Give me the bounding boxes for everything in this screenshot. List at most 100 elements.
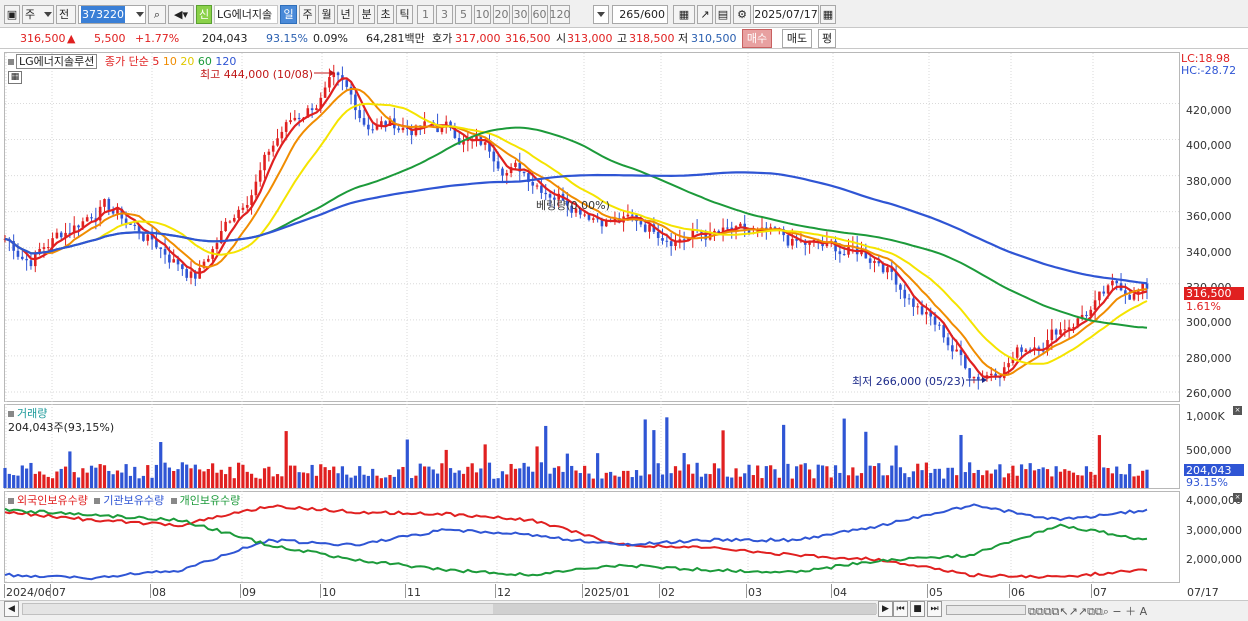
scroll-thumb[interactable] [493, 604, 877, 614]
scroll-right-icon[interactable]: ▶ [878, 601, 893, 617]
credit-badge[interactable]: 신 [196, 5, 212, 24]
x-axis-label: 03 [748, 586, 762, 599]
volume-panel[interactable] [4, 404, 1180, 489]
interval-button-10[interactable]: 10 [474, 5, 491, 24]
ma60-label: 60 [197, 55, 212, 68]
indicator-icon[interactable]: ▦ [673, 5, 695, 24]
save-icon[interactable]: ▤ [715, 5, 731, 24]
rewind-icon[interactable]: ⏮ [893, 601, 908, 617]
change-value: 5,500 [94, 32, 126, 45]
eval-button[interactable]: 평 [818, 29, 836, 48]
count-input[interactable]: 265/600 [612, 5, 668, 24]
current-price-tag: 316,500 [1184, 287, 1244, 300]
scroll-left-icon[interactable]: ◀ [4, 601, 19, 617]
interval-button-120[interactable]: 120 [550, 5, 571, 24]
code-input[interactable]: 373220 [78, 5, 146, 24]
front-button[interactable]: 전 [56, 5, 76, 24]
price-y-tick: 280,000 [1186, 352, 1232, 365]
interval-button-3[interactable]: 3 [436, 5, 453, 24]
current-pct-tag: 1.61% [1184, 300, 1244, 313]
holdings-y-tick: 4,000,000 [1186, 494, 1242, 507]
interval-button-30[interactable]: 30 [512, 5, 529, 24]
x-axis-tick [320, 584, 321, 598]
volume-y-tick: 1,000K [1186, 410, 1225, 423]
x-axis-label: 10 [322, 586, 336, 599]
open-label: 시 [556, 32, 567, 45]
price-y-tick: 340,000 [1186, 246, 1232, 259]
date-input[interactable]: 2025/07/17 [753, 5, 819, 24]
close-icon[interactable]: × [1233, 406, 1242, 415]
sell-button[interactable]: 매도 [782, 29, 812, 48]
institution-holdings-label: 기관보유수량 [103, 494, 165, 507]
search-icon[interactable]: ⌕ [148, 5, 166, 24]
calendar-icon[interactable]: ▦ [820, 5, 836, 24]
chart-menu-icon[interactable]: ▣ [4, 5, 20, 24]
close-icon[interactable]: × [1233, 493, 1242, 502]
interval-button-5[interactable]: 5 [455, 5, 472, 24]
stock-name-field: LG에너지솔 [214, 5, 278, 24]
change-arrow-icon: ▲ [67, 32, 76, 45]
x-axis-tick [659, 584, 660, 598]
x-axis-tick [240, 584, 241, 598]
period-select[interactable]: 주 [22, 5, 54, 24]
x-axis-tick [746, 584, 747, 598]
gear-icon[interactable]: ⚙ [733, 5, 751, 24]
legend-square-icon [8, 59, 14, 65]
x-axis-tick [405, 584, 406, 598]
tab-period-3[interactable]: 년 [337, 5, 354, 24]
tab-period-5[interactable]: 초 [377, 5, 394, 24]
low-price: 310,500 [691, 32, 737, 45]
x-axis-label: 12 [497, 586, 511, 599]
speaker-icon[interactable]: ◀▾ [168, 5, 194, 24]
high-annotation: 최고 444,000 (10/08) [200, 68, 314, 81]
stop-icon[interactable]: ■ [910, 601, 925, 617]
interval-dropdown[interactable] [593, 5, 609, 24]
x-axis-tick [927, 584, 928, 598]
foreign-holdings-label: 외국인보유수량 [17, 494, 88, 507]
front-label: 전 [59, 8, 70, 21]
quote-bar [0, 28, 1248, 49]
x-axis-end-label: 07/17 [1187, 586, 1219, 599]
holdings-legend: 외국인보유수량 기관보유수량 개인보유수량 [8, 492, 240, 508]
buy-button[interactable]: 매수 [742, 29, 772, 48]
ask-label: 호가 [432, 32, 453, 45]
x-axis-label: 07 [1093, 586, 1107, 599]
volume-y-tick: 500,000 [1186, 444, 1232, 457]
legend-square-icon [170, 498, 177, 504]
trade-amount: 64,281백만 [366, 32, 425, 45]
volume-current-tag: 204,043 [1184, 464, 1244, 477]
volume-square-icon [8, 411, 14, 417]
interval-button-1[interactable]: 1 [417, 5, 434, 24]
open-price: 313,000 [567, 32, 613, 45]
tab-period-1[interactable]: 주 [299, 5, 316, 24]
tool-icons[interactable]: ⧉⧉⧉⧉↖↗↗⧉⧉⌕ − ＋ A [1028, 605, 1148, 618]
tab-period-0[interactable]: 일 [280, 5, 297, 24]
price-legend: LG에너지솔루션 종가 단순 5 10 20 60 120 [8, 53, 236, 69]
x-axis-label: 05 [929, 586, 943, 599]
x-axis-tick [50, 584, 51, 598]
ma5-label: 5 [152, 55, 160, 68]
holdings-y-tick: 3,000,000 [1186, 524, 1242, 537]
zoom-slider[interactable] [946, 605, 1026, 615]
high-label: 고 [617, 32, 628, 45]
code-value: 373220 [81, 6, 125, 23]
change-percent: +1.77% [135, 32, 180, 45]
fast-forward-icon[interactable]: ⏭ [927, 601, 942, 617]
x-axis-tick [582, 584, 583, 598]
table-toggle-icon[interactable]: ▦ [8, 71, 22, 84]
tab-period-4[interactable]: 분 [358, 5, 375, 24]
draw-tool-icon[interactable]: ↗ [697, 5, 713, 24]
price-y-tick: 400,000 [1186, 139, 1232, 152]
price-panel[interactable] [4, 52, 1180, 402]
tab-period-2[interactable]: 월 [318, 5, 335, 24]
interval-button-60[interactable]: 60 [531, 5, 548, 24]
volume-ratio: 93.15% [266, 32, 308, 45]
tab-period-6[interactable]: 틱 [396, 5, 413, 24]
x-axis-label: 04 [833, 586, 847, 599]
lc-value: LC:18.98 [1181, 52, 1231, 65]
scroll-track[interactable] [22, 603, 877, 615]
interval-button-20[interactable]: 20 [493, 5, 510, 24]
x-axis-label: 02 [661, 586, 675, 599]
turnover-ratio: 0.09% [313, 32, 348, 45]
